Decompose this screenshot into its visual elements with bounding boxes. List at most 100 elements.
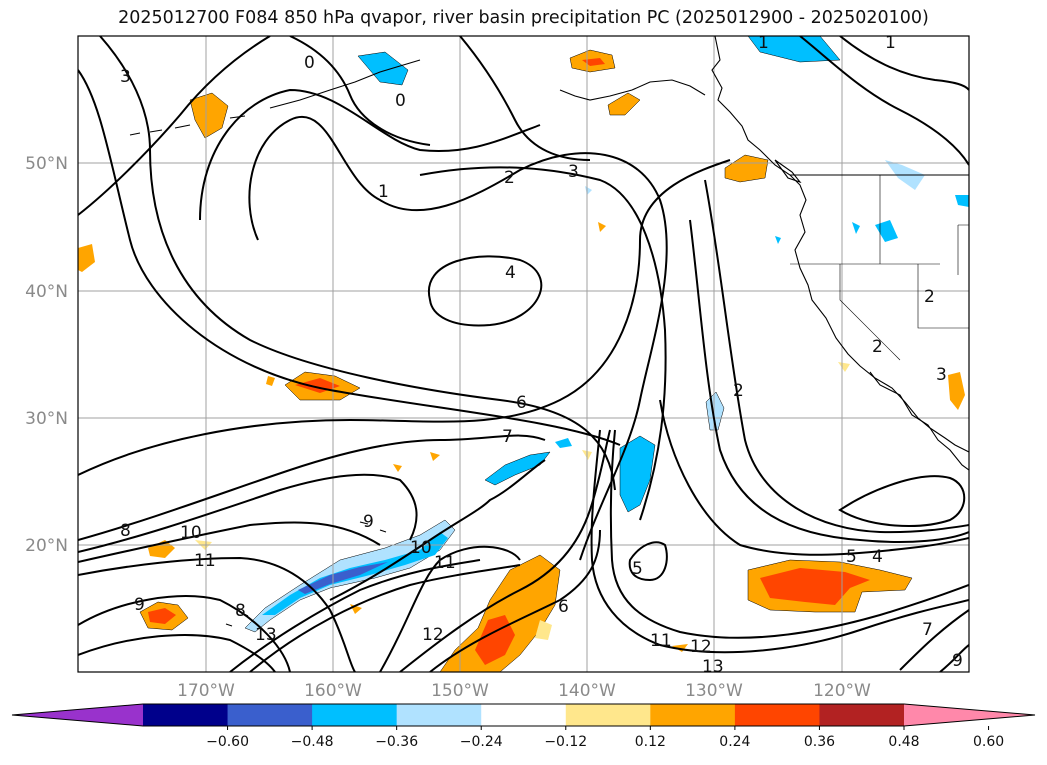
contour-label: 4: [505, 263, 516, 283]
state-boundaries: [790, 175, 969, 361]
colorbar-tick-label: −0.36: [375, 734, 418, 750]
latitude-label: 40°N: [25, 282, 68, 302]
contour-line: [704, 179, 969, 534]
shade-positive-core: [148, 608, 176, 624]
shade-positive-patch: [78, 244, 95, 272]
contour-line: [229, 559, 481, 672]
colorbar-segment: [819, 704, 905, 726]
shade-negative-patch: [852, 222, 860, 234]
contour-label: 11: [650, 631, 672, 651]
colorbar-segment: [734, 704, 820, 726]
aleutian-islands: [129, 115, 246, 136]
colorbar-tick-label: −0.48: [291, 734, 334, 750]
contour-label: 13: [702, 657, 724, 677]
contour-line: [799, 36, 969, 166]
contour-label: 9: [363, 512, 374, 532]
shade-positive-core: [582, 58, 605, 66]
contour-line: [659, 399, 969, 556]
contour-line: [249, 564, 521, 672]
contour-label: 0: [304, 53, 315, 73]
latitude-label: 50°N: [25, 154, 68, 174]
contour-label: 8: [120, 521, 131, 541]
contour-line: [199, 88, 541, 221]
colorbar-segment: [396, 704, 482, 726]
longitude-label: 140°W: [558, 681, 616, 701]
contour-line: [78, 159, 731, 476]
shade-positive-patch: [724, 154, 769, 183]
shade-negative-core: [298, 562, 388, 594]
contour-line: [609, 429, 969, 639]
contour-line: [429, 529, 601, 672]
contour-line: [459, 36, 591, 161]
map-frame: [77, 35, 970, 673]
contour-label: 12: [690, 637, 712, 657]
shade-positive-rim: [838, 362, 850, 372]
shade-negative-patch: [484, 451, 551, 486]
contour-label: 11: [194, 551, 216, 571]
contour-line: [78, 595, 291, 672]
contour-line: [78, 473, 418, 553]
contour-label: 9: [134, 595, 145, 615]
contour-line: [689, 219, 969, 544]
alaska-coast: [559, 79, 706, 101]
contour-label: 2: [733, 381, 744, 401]
contour-labels: 1 1 3 0 0 2 3 1 4 6 7 8 10 11 9 8 9 10 1…: [120, 33, 963, 677]
graticule: [78, 36, 969, 672]
contour-label: 5: [632, 559, 643, 579]
north-america-coast: [711, 36, 969, 453]
map-title: 2025012700 F084 850 hPa qvapor, river ba…: [118, 8, 929, 28]
contour-label: 6: [516, 393, 527, 413]
shade-negative-patch: [555, 438, 572, 448]
contour-label: 10: [180, 523, 202, 543]
colorbar-tick-label: 0.60: [973, 734, 1004, 750]
longitude-axis: 170°W 160°W 150°W 140°W 130°W 120°W: [177, 681, 871, 701]
colorbar-tick-label: −0.60: [206, 734, 249, 750]
contour-line: [289, 36, 431, 146]
contour-label: 1: [758, 33, 769, 53]
shade-negative-patch: [955, 195, 969, 207]
shade-negative-patch: [357, 51, 409, 86]
colorbar-segment: [143, 704, 229, 726]
contour-line: [379, 545, 521, 672]
longitude-label: 160°W: [304, 681, 362, 701]
colorbar-tick-label: 0.36: [804, 734, 835, 750]
contour-label: 5: [846, 547, 857, 567]
contour-line: [78, 36, 271, 216]
longitude-label: 120°W: [813, 681, 871, 701]
contour-line: [838, 475, 966, 527]
contour-label: 10: [410, 538, 432, 558]
shade-positive-patch: [948, 372, 965, 410]
contour-label: 8: [235, 601, 246, 621]
contour-label: 3: [568, 162, 579, 182]
colorbar-segment: [565, 704, 651, 726]
coastlines: [129, 36, 969, 627]
contour-label: 2: [924, 287, 935, 307]
shade-positive-rim: [598, 222, 606, 232]
contour-label: 2: [872, 337, 883, 357]
shade-negative-patch: [775, 236, 781, 244]
contour-line: [329, 459, 546, 601]
contour-label: 13: [255, 625, 277, 645]
shade-positive-rim: [393, 464, 402, 472]
colorbar-extend-low: [12, 704, 143, 726]
colorbar-extend-high: [904, 704, 1035, 726]
colorbar-segment: [481, 704, 567, 726]
shade-negative-patch: [747, 36, 841, 63]
contour-line: [78, 434, 546, 541]
contour-line: [590, 429, 969, 654]
contour-label: 0: [395, 91, 406, 111]
vancouver-island: [774, 159, 802, 184]
longitude-label: 170°W: [177, 681, 235, 701]
contour-label: 4: [872, 547, 883, 567]
contour-label: 12: [422, 625, 444, 645]
colorbar-segment: [227, 704, 313, 726]
contour-line: [248, 116, 668, 561]
contour-line: [419, 166, 667, 521]
contour-label: 1: [378, 182, 389, 202]
baja-california-coast: [869, 371, 969, 471]
colorbar-tick-label: −0.24: [460, 734, 503, 750]
contour-label: 9: [952, 651, 963, 671]
contour-line: [399, 429, 611, 672]
contour-label: 1: [885, 33, 896, 53]
map-plot-area: 1 1 3 0 0 2 3 1 4 6 7 8 10 11 9 8 9 10 1…: [78, 33, 969, 677]
